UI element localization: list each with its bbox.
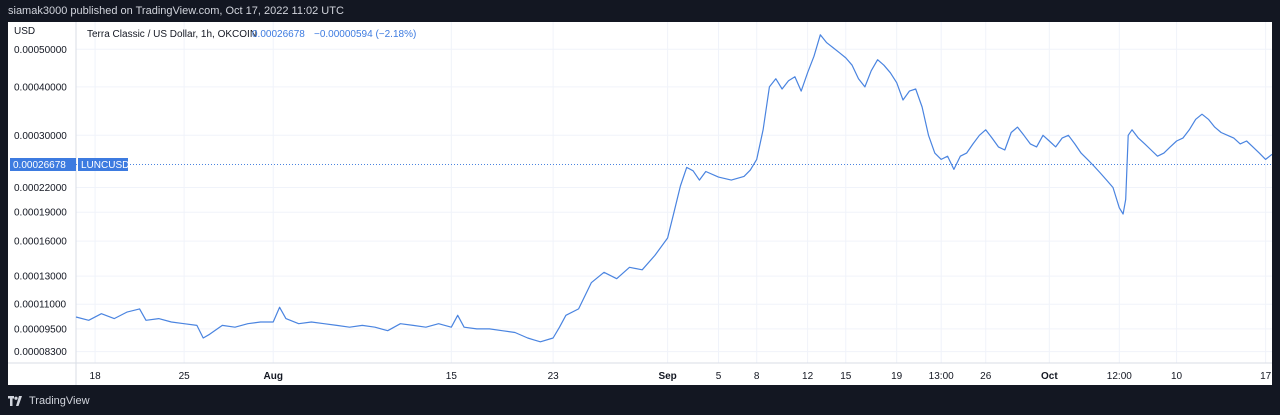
y-tick-label: 0.00008300 [14,347,67,358]
x-tick-label: 15 [446,371,458,382]
x-tick-label: 12 [802,371,814,382]
y-tick-label: 0.00040000 [14,82,67,93]
x-tick-label: 10 [1171,371,1183,382]
chart-panel[interactable]: USD 0.00050000 0.00040000 0.00030000 0.0002… [8,22,1273,385]
x-tick-label: 26 [980,371,992,382]
x-tick-label: Oct [1041,371,1058,382]
x-tick-label: 5 [716,371,722,382]
y-tick-label: 0.00016000 [14,237,67,248]
legend-change: −0.00000594 (−2.18%) [314,29,416,40]
legend-last-price: 0.00026678 [252,29,305,40]
tradingview-brand: TradingView [29,395,90,407]
x-tick-label: 17 [1260,371,1272,382]
publisher-line: siamak3000 published on TradingView.com,… [8,5,344,17]
last-price-label: 0.00026678 [13,160,66,171]
x-tick-label: 8 [754,371,760,382]
y-tick-label: 0.00013000 [14,272,67,283]
price-axis-unit: USD [14,26,35,37]
y-tick-label: 0.00022000 [14,183,67,194]
time-axis[interactable]: 18 25 Aug 15 23 Sep 5 8 12 15 19 13:00 26 Oct 12:00 10 1… [90,371,1272,382]
symbol-tag [78,158,128,171]
series-line-luncusd[interactable] [75,34,1273,343]
x-tick-label: 23 [548,371,560,382]
x-tick-label: Aug [263,371,282,382]
price-axis[interactable]: 0.00050000 0.00040000 0.00030000 0.00022000… [14,45,67,358]
y-tick-label: 0.00050000 [14,45,67,56]
x-tick-label: 25 [179,371,191,382]
footer: TradingView [0,388,1280,415]
legend: Terra Classic / US Dollar, 1h, OKCOIN 0.… [87,29,416,40]
x-tick-label: 13:00 [929,371,954,382]
y-tick-label: 0.00019000 [14,208,67,219]
publisher-header: siamak3000 published on TradingView.com,… [0,0,1280,22]
x-tick-label: Sep [658,371,676,382]
y-tick-label: 0.00009500 [14,324,67,335]
x-tick-label: 19 [891,371,903,382]
last-price-tag [10,158,76,171]
last-price-marker: 0.00026678 LUNCUSD [10,158,129,171]
x-tick-label: 15 [840,371,852,382]
y-tick-label: 0.00030000 [14,131,67,142]
tradingview-logo[interactable]: TradingView [8,395,90,407]
legend-symbol: Terra Classic / US Dollar, 1h, OKCOIN [87,29,257,40]
y-tick-label: 0.00011000 [14,300,67,311]
x-tick-label: 18 [90,371,102,382]
price-chart[interactable]: USD 0.00050000 0.00040000 0.00030000 0.0002… [8,22,1273,385]
tradingview-logo-icon [8,396,22,406]
symbol-tag-label: LUNCUSD [81,160,129,171]
x-tick-label: 12:00 [1107,371,1132,382]
grid-lines [76,22,1272,363]
